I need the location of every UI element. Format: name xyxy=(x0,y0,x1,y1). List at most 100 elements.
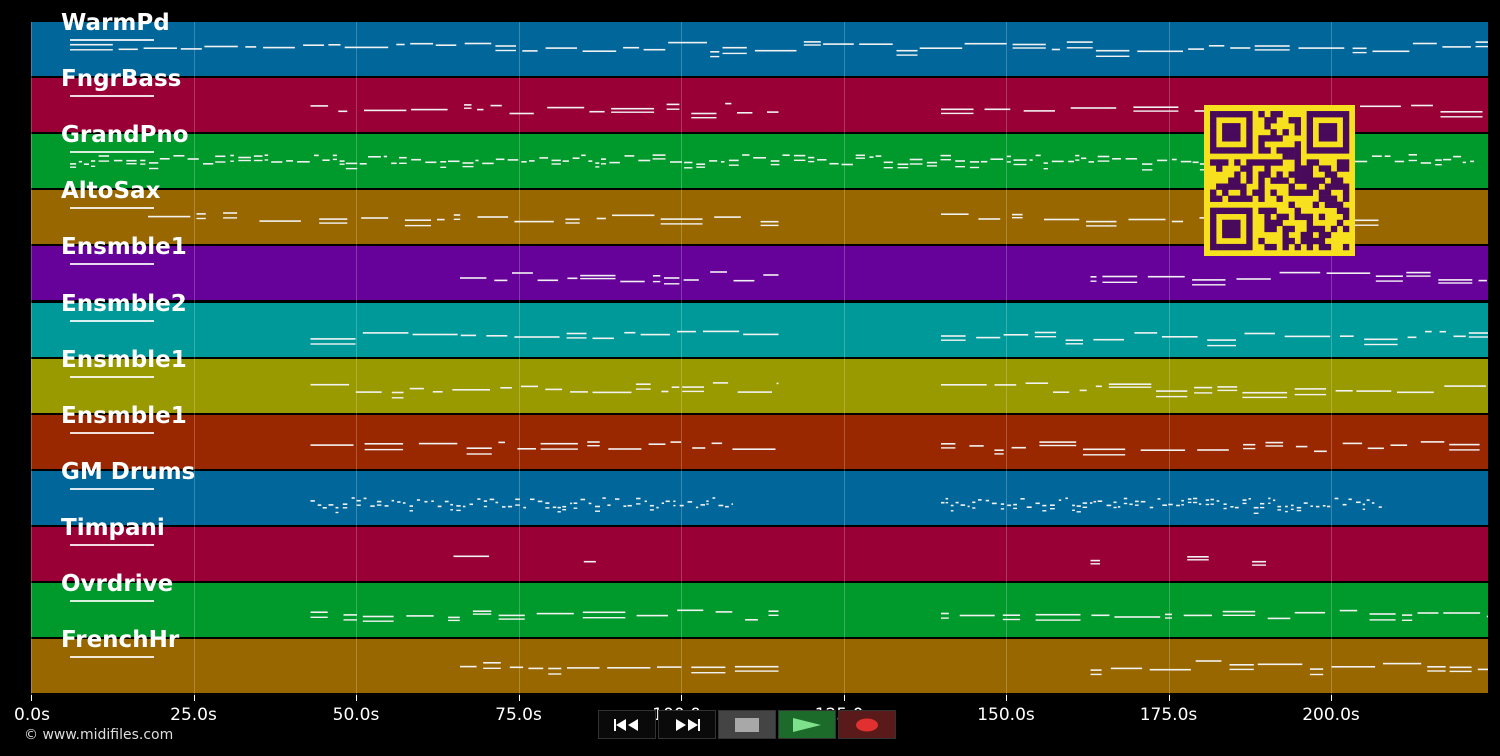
midi-note xyxy=(1477,668,1488,671)
track-name-underline xyxy=(70,543,154,546)
play-button[interactable] xyxy=(778,710,836,739)
play-icon xyxy=(793,717,821,732)
midi-note xyxy=(1050,507,1055,510)
midi-note xyxy=(483,662,501,664)
midi-note xyxy=(355,390,382,393)
midi-note xyxy=(1197,448,1229,451)
midi-note xyxy=(180,48,202,50)
midi-note xyxy=(362,615,394,618)
midi-note xyxy=(339,163,345,166)
fast-forward-button[interactable] xyxy=(658,710,716,739)
midi-note xyxy=(362,331,409,334)
midi-note xyxy=(514,221,554,223)
note-layer xyxy=(310,330,1488,346)
midi-note xyxy=(945,501,949,504)
track-lane[interactable] xyxy=(31,302,1488,358)
midi-note xyxy=(297,161,310,163)
track-lane[interactable] xyxy=(31,639,1488,695)
midi-note xyxy=(1123,497,1128,500)
midi-note xyxy=(1165,613,1172,616)
midi-note xyxy=(664,283,680,285)
midi-note xyxy=(1147,276,1185,278)
midi-note xyxy=(1338,224,1379,227)
midi-note xyxy=(1066,41,1093,43)
midi-note xyxy=(230,160,234,163)
track-name-underline xyxy=(70,207,154,210)
track-name-label: Ensmble1 xyxy=(61,402,187,429)
midi-note xyxy=(1006,155,1011,158)
midi-note xyxy=(1440,116,1483,118)
midi-note xyxy=(648,443,666,445)
midi-note xyxy=(303,44,324,46)
midi-note xyxy=(803,41,821,43)
midi-note xyxy=(310,337,356,340)
midi-note xyxy=(722,52,747,55)
track-lane[interactable] xyxy=(31,358,1488,414)
track-lane[interactable] xyxy=(31,526,1488,582)
midi-note xyxy=(682,390,704,392)
tick-label: 50.0s xyxy=(332,705,380,725)
midi-note xyxy=(1243,447,1256,449)
midi-note xyxy=(1129,503,1133,505)
track-lane[interactable] xyxy=(31,22,1488,77)
midi-note xyxy=(1171,158,1177,161)
midi-note xyxy=(1242,391,1288,394)
midi-note xyxy=(540,442,578,445)
midi-note xyxy=(855,157,865,160)
midi-note xyxy=(770,164,780,166)
midi-note xyxy=(1360,105,1401,108)
midi-note xyxy=(359,163,367,165)
midi-note xyxy=(994,383,1017,386)
midi-note xyxy=(537,279,559,282)
midi-note xyxy=(793,154,806,157)
midi-note xyxy=(570,502,573,504)
record-button[interactable] xyxy=(838,710,896,739)
midi-note xyxy=(343,614,357,616)
midi-note xyxy=(581,154,586,157)
track-lane[interactable] xyxy=(31,414,1488,470)
midi-note xyxy=(1193,497,1198,500)
midi-note xyxy=(1364,343,1398,345)
midi-note xyxy=(1187,501,1192,503)
midi-note xyxy=(941,617,949,619)
midi-note xyxy=(482,162,494,165)
stop-button[interactable] xyxy=(718,710,776,739)
midi-note xyxy=(1112,158,1121,160)
midi-note xyxy=(703,330,740,332)
midi-note xyxy=(1257,663,1303,666)
midi-note xyxy=(335,506,339,509)
midi-note xyxy=(1083,448,1126,450)
midi-note xyxy=(595,162,600,165)
midi-note xyxy=(1043,168,1048,170)
midi-note xyxy=(1007,504,1012,506)
track-name-underline xyxy=(70,600,154,602)
midi-note xyxy=(1065,497,1068,499)
midi-note xyxy=(319,222,348,225)
midi-note xyxy=(969,166,980,169)
midi-note xyxy=(1090,669,1102,671)
midi-note xyxy=(725,102,732,105)
track-lane[interactable] xyxy=(31,470,1488,526)
midi-note xyxy=(396,43,405,46)
midi-note xyxy=(448,160,460,163)
midi-note xyxy=(1217,385,1238,388)
midi-note xyxy=(1135,500,1139,502)
midi-note xyxy=(1438,282,1473,285)
midi-note xyxy=(994,452,1004,455)
midi-note xyxy=(1090,673,1102,676)
midi-note xyxy=(1113,506,1117,508)
rewind-button[interactable] xyxy=(598,710,656,739)
midi-note xyxy=(126,160,137,162)
track-lane[interactable] xyxy=(31,583,1488,638)
track-name-label: GM Drums xyxy=(61,458,196,485)
midi-note xyxy=(1284,335,1331,337)
midi-note xyxy=(1194,391,1213,394)
midi-note xyxy=(737,112,753,114)
midi-note xyxy=(536,612,574,615)
midi-note xyxy=(710,271,727,274)
midi-note xyxy=(1210,498,1214,501)
track-name-underline xyxy=(70,95,154,98)
midi-note xyxy=(955,166,965,168)
midi-note xyxy=(737,390,772,393)
midi-note xyxy=(1012,43,1046,46)
